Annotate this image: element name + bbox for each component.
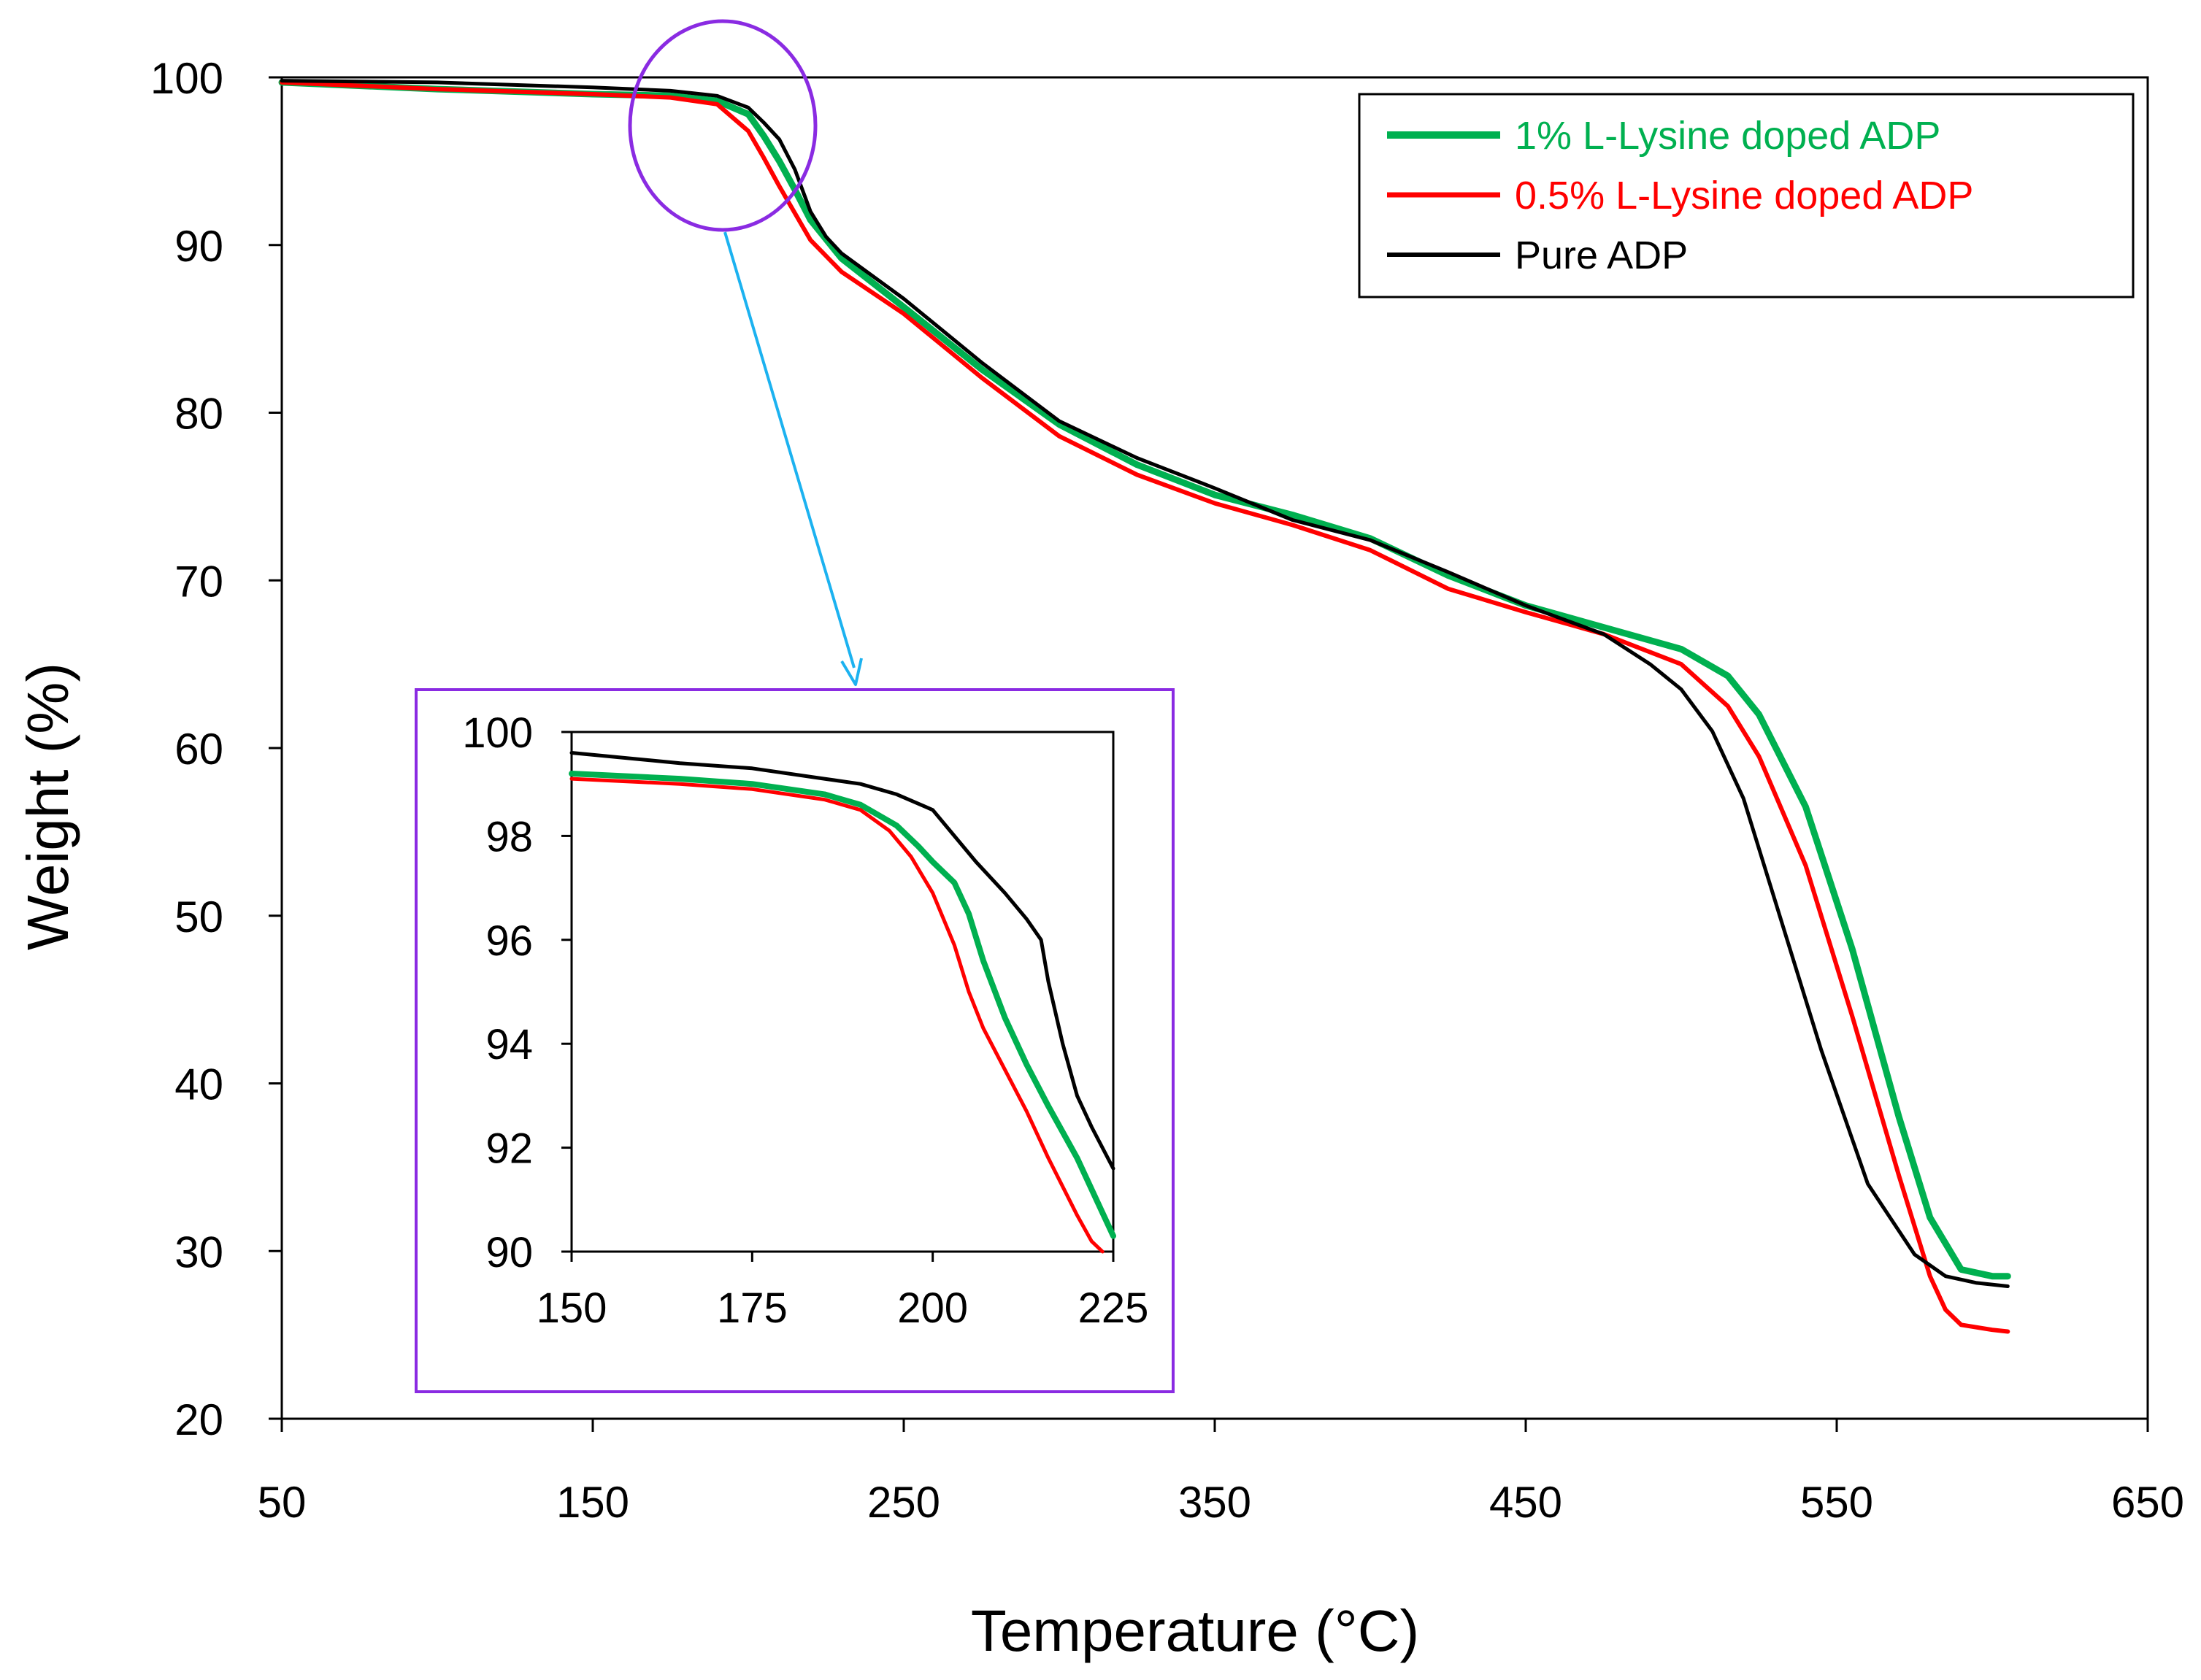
y-tick-label: 90 [174,222,223,271]
zoom-marker [628,19,863,686]
x-tick-label: 250 [867,1478,940,1527]
main-tick-labels: 50 150 250 350 450 550 650 20 30 40 50 60 70 80 90 100 [150,54,2184,1527]
y-tick-label: 40 [174,1060,223,1109]
y-axis-title: Weight (%) [15,663,80,950]
x-tick-label: 50 [258,1478,307,1527]
main-axes [269,76,2149,1432]
y-tick-label: 20 [174,1395,223,1444]
inset-series-line-one-pct [569,771,1116,1239]
series-line-half-pct [280,80,2010,1334]
legend-label: 0.5% L-Lysine doped ADP [1515,174,1973,217]
x-axis-title: Temperature (°C) [971,1598,1419,1663]
y-tick-label: 100 [150,54,223,103]
inset-series-line-half-pct [569,777,1105,1254]
x-tick-label: 550 [1800,1478,1873,1527]
zoom-arrow-head [840,658,863,686]
x-tick-label: 350 [1178,1478,1251,1527]
legend-label: 1% L-Lysine doped ADP [1515,114,1940,158]
inset-series-line-pure [569,751,1115,1171]
y-tick-label: 80 [174,390,223,439]
x-tick-label: 650 [2111,1478,2184,1527]
legend-label: Pure ADP [1515,234,1688,277]
inset-x-tick-label: 175 [717,1284,788,1332]
x-tick-label: 150 [556,1478,629,1527]
inset-panel: 150 175 200 225 90 92 94 96 98 100 [415,688,1175,1393]
main-series-lines [278,79,2011,1334]
legend: 1% L-Lysine doped ADP 0.5% L-Lysine doped… [1358,93,2135,298]
inset-y-tick-label: 96 [485,917,533,965]
y-tick-label: 70 [174,557,223,606]
zoom-circle [628,19,818,232]
inset-x-tick-label: 200 [897,1284,968,1332]
inset-y-tick-label: 98 [485,813,533,860]
y-tick-label: 30 [174,1228,223,1276]
series-line-pure [280,79,2010,1288]
x-tick-label: 450 [1489,1478,1562,1527]
inset-y-tick-label: 94 [485,1021,533,1068]
series-line-one-pct [278,79,2011,1280]
inset-frame [415,688,1175,1393]
zoom-arrow-line [723,231,856,668]
inset-x-tick-label: 225 [1078,1284,1149,1332]
inset-y-tick-label: 92 [485,1125,533,1173]
inset-y-tick-label: 90 [485,1229,533,1276]
y-tick-label: 60 [174,725,223,774]
inset-x-tick-label: 150 [537,1284,607,1332]
inset-y-tick-label: 100 [462,709,533,757]
inset-plot-frame [570,731,1115,1253]
y-tick-label: 50 [174,893,223,941]
